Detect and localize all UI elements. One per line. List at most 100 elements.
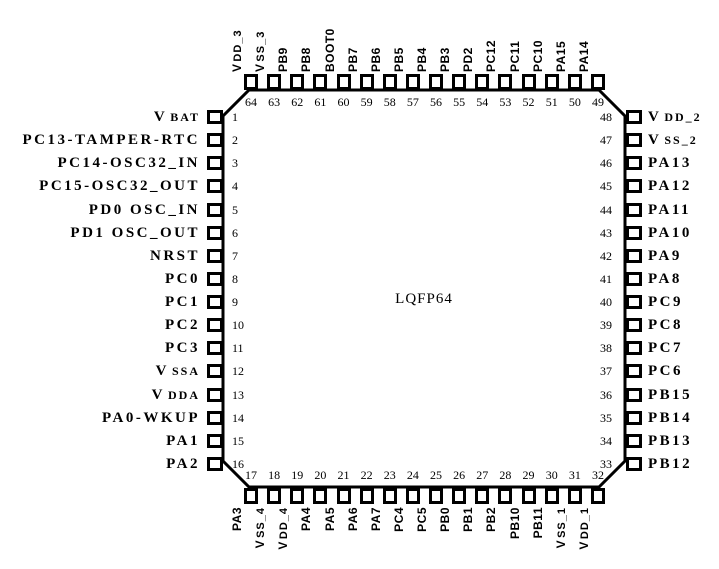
pin-label: PA11 <box>648 201 692 218</box>
pin-label: PA6 <box>345 507 360 531</box>
pin-label: PC8 <box>648 317 683 334</box>
pin-number: 32 <box>591 468 604 482</box>
pin-square <box>207 341 223 356</box>
pin-square <box>313 74 328 90</box>
pin-number: 37 <box>600 364 612 379</box>
pin-label: PB1 <box>461 507 476 532</box>
pin-square <box>498 74 513 90</box>
pin-square <box>626 387 642 402</box>
pin-number: 15 <box>232 433 244 448</box>
pin-square <box>405 488 420 504</box>
pin-square <box>359 74 374 90</box>
pin-label-subscript: DD_4 <box>278 507 291 542</box>
pin-label: PA12 <box>648 178 692 195</box>
pin-number: 58 <box>383 95 396 109</box>
pin-square <box>626 248 642 263</box>
pin-number: 13 <box>232 387 244 402</box>
pin-label: V DD_1 <box>576 507 591 550</box>
pin-square <box>544 74 559 90</box>
pin-number: 1 <box>232 110 238 124</box>
pin-label: PC4 <box>391 507 406 532</box>
pin-number: 14 <box>232 410 244 425</box>
pin-square <box>452 488 467 504</box>
pin-label: PC3 <box>165 340 200 357</box>
pin-label: PB9 <box>276 47 291 72</box>
pin-square <box>267 488 282 504</box>
pin-square <box>626 341 642 356</box>
pin-label: PD0 OSC_IN <box>88 201 200 218</box>
pin-label: PD1 OSC_OUT <box>70 224 200 241</box>
pin-square <box>207 433 223 448</box>
pin-square <box>207 387 223 402</box>
pin-square <box>626 271 642 286</box>
pin-label: PB4 <box>415 47 430 72</box>
pin-square <box>207 410 223 425</box>
pin-label-subscript: SS_2 <box>661 133 698 148</box>
pin-label: PB12 <box>648 455 693 472</box>
pin-number: 38 <box>600 341 612 356</box>
pin-label: PB3 <box>438 47 453 72</box>
pin-number: 28 <box>499 468 512 482</box>
pin-label: PC13-TAMPER-RTC <box>22 132 200 149</box>
pin-square <box>626 225 642 240</box>
pin-number: 54 <box>476 95 489 109</box>
pin-label: V SS_3 <box>253 30 268 72</box>
pin-label: PA13 <box>648 155 692 172</box>
pin-label: V BAT <box>153 109 200 125</box>
pin-square <box>207 456 223 471</box>
pin-label: PA2 <box>166 455 200 472</box>
pin-number: 31 <box>568 468 581 482</box>
pin-number: 9 <box>232 295 238 310</box>
pin-label: V DD_3 <box>230 29 244 72</box>
pin-label-subscript: DDA <box>165 387 200 402</box>
pin-label: PA15 <box>553 40 568 72</box>
pin-number: 29 <box>522 468 535 482</box>
pin-label: PC11 <box>507 40 522 72</box>
pin-square <box>313 488 328 504</box>
pin-number: 5 <box>232 202 238 217</box>
pin-number: 47 <box>600 133 612 148</box>
pin-label: V DDA <box>151 386 200 403</box>
pin-number: 56 <box>430 95 443 109</box>
pin-label: PC0 <box>165 270 200 287</box>
pin-square <box>544 488 559 504</box>
pin-square <box>626 295 642 310</box>
pin-square <box>382 488 397 504</box>
pin-number: 17 <box>245 468 257 482</box>
pin-label-subscript: SS_3 <box>255 30 268 64</box>
pin-number: 16 <box>232 456 244 471</box>
package-label: LQFP64 <box>395 291 453 307</box>
pin-number: 7 <box>232 248 238 263</box>
pin-label: PA7 <box>368 507 383 531</box>
pin-label-subscript: DD_2 <box>661 110 702 124</box>
pin-number: 3 <box>232 156 238 171</box>
pin-number: 18 <box>268 468 281 482</box>
pin-number: 57 <box>406 95 419 109</box>
pin-number: 27 <box>476 468 489 482</box>
pin-square <box>567 74 582 90</box>
pin-square <box>207 110 223 124</box>
pin-number: 46 <box>600 156 612 171</box>
pin-label: PC5 <box>415 507 430 532</box>
pin-number: 42 <box>600 248 612 263</box>
pin-label: PB5 <box>391 47 406 72</box>
pin-number: 41 <box>600 271 612 286</box>
pin-number: 24 <box>406 468 419 482</box>
pin-label: V DD_4 <box>276 507 291 550</box>
pin-number: 48 <box>600 110 612 124</box>
pin-number: 21 <box>337 468 350 482</box>
pin-label: PC1 <box>165 294 200 311</box>
chip-body <box>221 88 627 489</box>
pin-number: 36 <box>600 387 612 402</box>
pin-label: PB11 <box>530 507 545 539</box>
pin-label: PB7 <box>345 47 360 72</box>
pin-number: 44 <box>600 202 612 217</box>
pin-label: PC14-OSC32_IN <box>57 155 200 172</box>
pin-label: V SS_1 <box>553 507 568 549</box>
pin-number: 40 <box>600 295 612 310</box>
pin-label: PA9 <box>648 247 682 264</box>
pin-number: 49 <box>591 95 604 109</box>
pin-number: 30 <box>545 468 558 482</box>
pin-label: PC2 <box>165 317 200 334</box>
